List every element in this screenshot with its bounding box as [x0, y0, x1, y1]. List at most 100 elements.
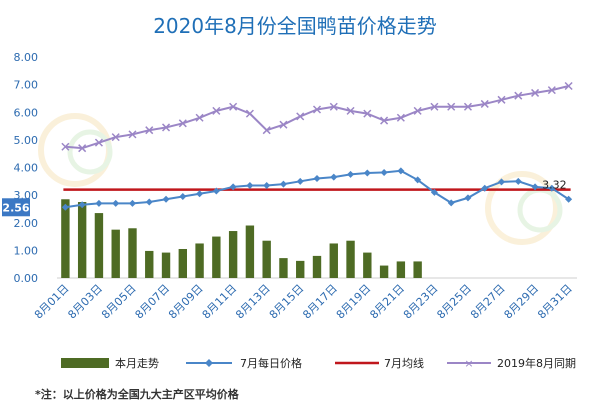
x-tick-label: 8月25日 — [434, 282, 474, 322]
marker-stroke — [111, 133, 120, 142]
marker-stroke — [480, 99, 489, 108]
legend-label-july: 7月每日价格 — [240, 356, 302, 370]
bar — [413, 261, 422, 278]
legend-label-2019: 2019年8月同期 — [497, 356, 576, 370]
point-marker — [162, 123, 171, 132]
point-marker — [111, 133, 120, 142]
bar — [111, 229, 120, 278]
point-marker — [363, 109, 372, 118]
point-marker — [313, 175, 321, 183]
bar — [329, 243, 338, 278]
point-marker — [481, 184, 489, 192]
bar — [178, 248, 187, 278]
point-marker — [94, 138, 103, 147]
point-marker — [396, 113, 405, 122]
x-tick-label: 8月09日 — [166, 282, 206, 322]
point-marker — [564, 81, 573, 91]
point-marker — [61, 142, 70, 151]
chart-title: 2020年8月份全国鸭苗价格走势 — [153, 14, 437, 38]
point-marker — [347, 170, 355, 178]
point-marker — [229, 102, 238, 111]
marker-stroke — [329, 102, 338, 111]
point-marker — [380, 116, 389, 125]
marker-stroke — [145, 126, 154, 135]
point-marker — [95, 199, 103, 207]
point-marker — [447, 199, 455, 207]
marker-stroke — [463, 102, 472, 111]
bar — [396, 261, 406, 278]
marker-stroke — [178, 119, 187, 128]
point-marker — [363, 169, 371, 177]
point-marker — [464, 194, 472, 202]
marker-stroke — [312, 105, 322, 114]
footnote: *注：以上价格为全国九大主产区平均价格 — [35, 387, 240, 401]
legend-swatch-bar — [61, 358, 109, 368]
bar — [296, 260, 305, 278]
legend-marker-july — [205, 359, 213, 367]
legend: 本月走势 7月每日价格 7月均线 × 2019年8月同期 — [61, 356, 576, 370]
point-marker — [497, 95, 506, 104]
marker-stroke — [430, 102, 439, 111]
series-2019-august — [61, 81, 573, 153]
point-marker — [330, 173, 338, 181]
marker-stroke — [380, 116, 389, 125]
point-marker — [547, 86, 556, 95]
bar — [128, 228, 137, 278]
marker-stroke — [296, 112, 305, 121]
bar — [61, 199, 70, 278]
y-tick-label: 5.00 — [14, 134, 39, 147]
point-marker — [246, 181, 254, 189]
point-marker — [414, 176, 422, 184]
marker-stroke — [497, 95, 506, 104]
point-marker — [262, 126, 271, 135]
x-tick-label: 8月13日 — [233, 282, 273, 322]
marker-stroke — [162, 123, 171, 132]
point-marker — [531, 88, 540, 97]
bar — [161, 252, 171, 278]
marker-stroke — [195, 113, 204, 122]
bar — [145, 250, 154, 278]
y-tick-label: 4.00 — [14, 162, 39, 175]
point-marker — [162, 195, 170, 203]
point-marker — [61, 203, 69, 211]
bar — [77, 202, 87, 278]
point-marker — [179, 193, 187, 201]
point-marker — [413, 106, 422, 115]
x-tick-label: 8月15日 — [267, 282, 307, 322]
point-marker — [430, 102, 439, 111]
x-tick-label: 8月23日 — [401, 282, 441, 322]
y-tick-label: 0.00 — [14, 272, 39, 285]
point-marker — [463, 102, 472, 111]
point-marker — [279, 180, 287, 188]
point-marker — [312, 105, 322, 114]
point-marker — [397, 167, 405, 175]
marker-stroke — [279, 120, 288, 129]
marker-stroke — [61, 142, 70, 151]
point-marker — [296, 177, 304, 185]
point-marker — [212, 106, 221, 115]
point-marker — [229, 183, 237, 191]
point-marker — [263, 181, 271, 189]
point-marker — [447, 102, 456, 111]
value-callout-label: 2.56 — [2, 201, 29, 214]
marker-stroke — [564, 81, 573, 91]
y-tick-label: 2.00 — [14, 217, 39, 230]
point-marker — [380, 168, 388, 176]
marker-stroke — [346, 106, 355, 115]
x-tick-label: 8月17日 — [300, 282, 340, 322]
y-tick-label: 7.00 — [14, 79, 39, 92]
bar — [379, 265, 389, 278]
marker-stroke — [262, 126, 271, 135]
x-tick-label: 8月05日 — [99, 282, 139, 322]
marker-stroke — [547, 86, 556, 95]
marker-stroke — [396, 113, 405, 122]
bar — [94, 213, 104, 278]
point-marker — [430, 188, 438, 196]
point-marker — [196, 190, 204, 198]
point-marker — [514, 91, 523, 100]
marker-stroke — [447, 102, 456, 111]
bar — [346, 240, 355, 278]
bar — [312, 255, 322, 278]
marker-stroke — [229, 102, 238, 111]
point-marker — [195, 113, 204, 122]
